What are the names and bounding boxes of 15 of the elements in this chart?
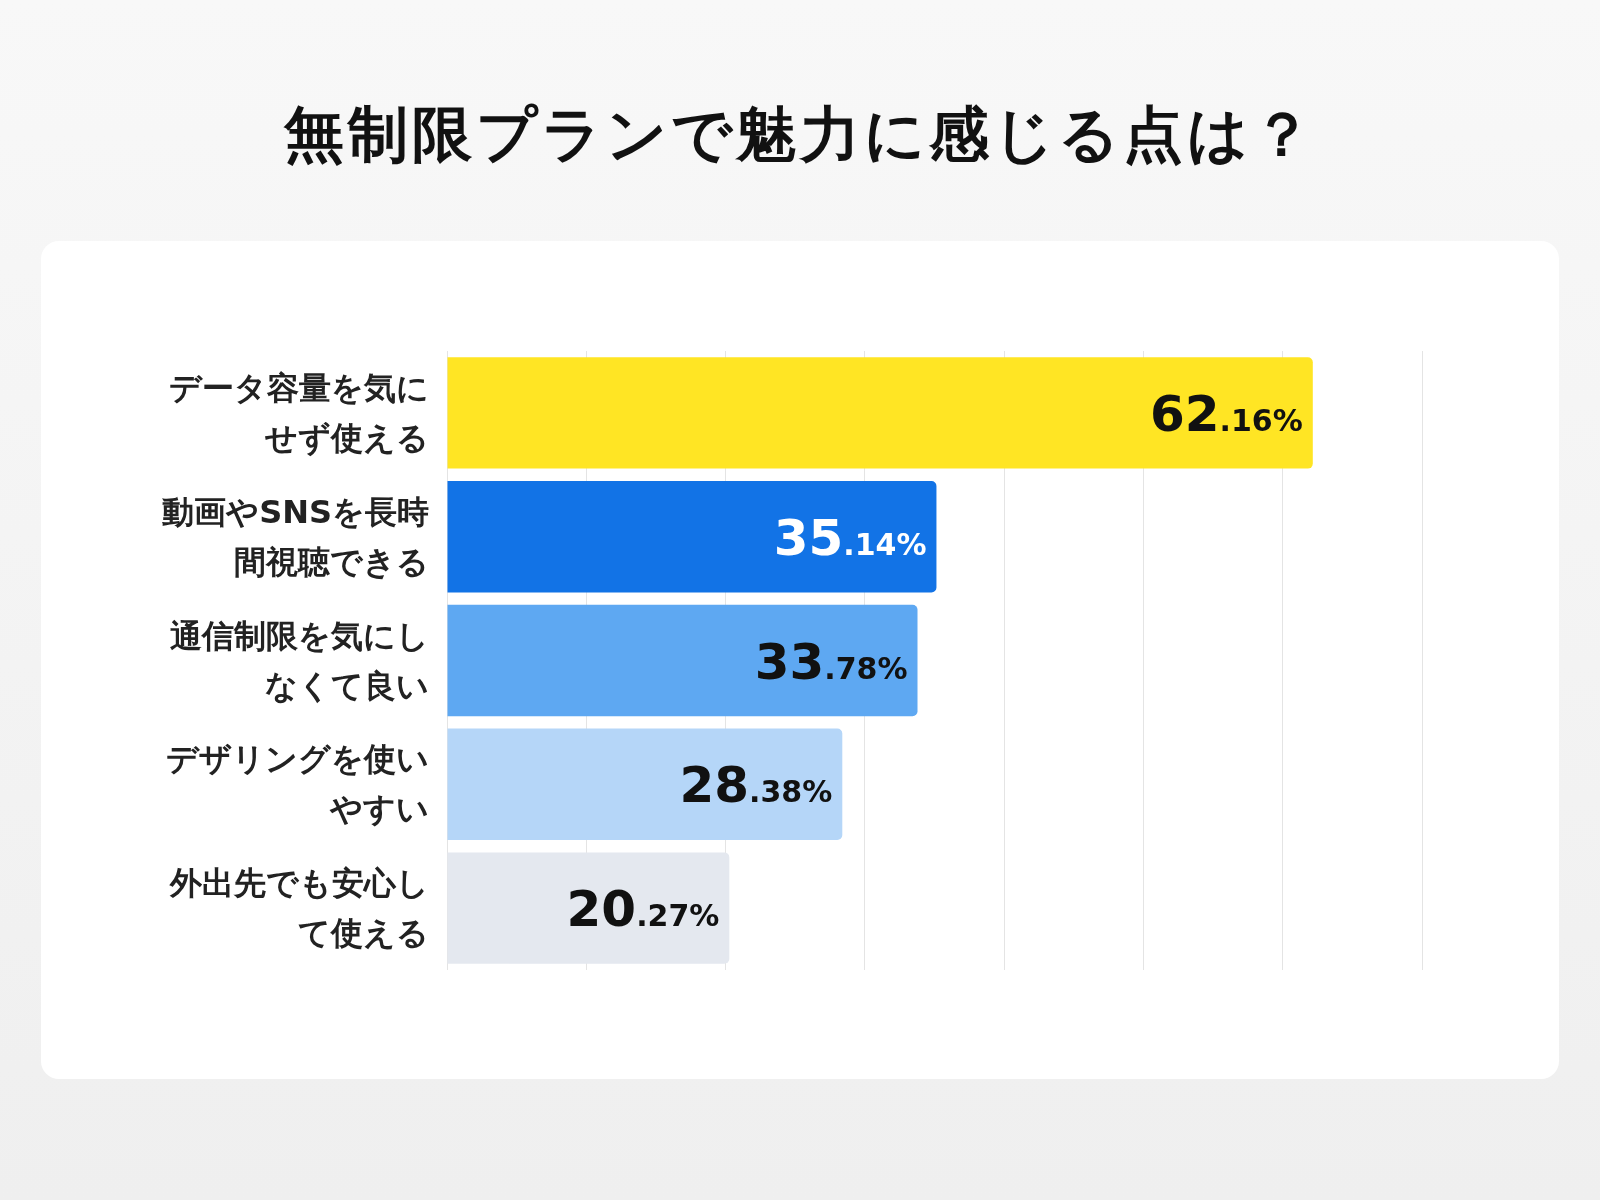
y-tick-label: データ容量を気にせず使える — [168, 367, 429, 459]
data-label: 62.16% — [1150, 384, 1303, 443]
y-tick-label: 動画やSNSを長時間視聴できる — [161, 491, 429, 583]
y-tick-label: デザリングを使いやすい — [165, 739, 429, 831]
y-tick-label: 外出先でも安心して使える — [168, 863, 429, 955]
chart-title: 無制限プランで魅力に感じる点は？ — [282, 98, 1317, 171]
data-label: 28.38% — [679, 756, 833, 815]
bar — [447, 480, 937, 593]
y-tick-label: 通信制限を気にしなくて良い — [169, 615, 429, 707]
data-label: 35.14% — [773, 508, 927, 567]
bar — [447, 728, 843, 841]
bar — [447, 604, 918, 717]
bar — [447, 357, 1313, 469]
data-label: 33.78% — [754, 632, 908, 691]
data-label: 20.27% — [566, 880, 720, 939]
